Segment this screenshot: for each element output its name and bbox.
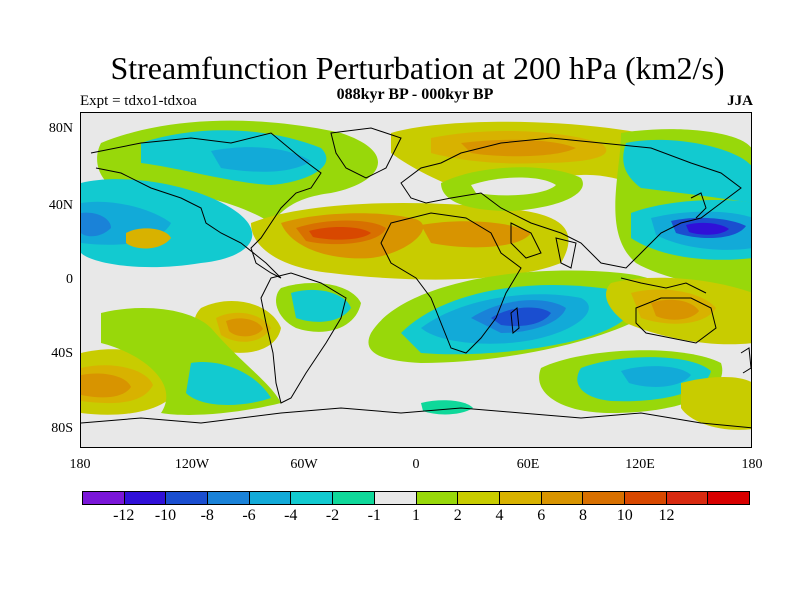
- colorbar-segment: [291, 492, 334, 504]
- colorbar-segment: [666, 492, 709, 504]
- colorbar-segment: [458, 492, 500, 504]
- experiment-label: Expt = tdxo1-tdxoa: [80, 93, 197, 109]
- y-tick-80s: 80S: [51, 421, 73, 436]
- map-canvas: [81, 113, 751, 447]
- x-tick-0: 0: [412, 457, 420, 472]
- colorbar-label: 2: [453, 507, 462, 524]
- x-tick-120w: 120W: [174, 457, 210, 472]
- x-tick-120e: 120E: [625, 457, 655, 472]
- colorbar-segment: [333, 492, 375, 504]
- map-subtitle: 088kyr BP - 000kyr BP: [336, 86, 494, 103]
- y-tick-0: 0: [66, 272, 73, 287]
- map-title: Streamfunction Perturbation at 200 hPa (…: [110, 50, 725, 86]
- colorbar: [82, 491, 750, 505]
- y-tick-40n: 40N: [48, 198, 73, 213]
- coastlines: [81, 127, 751, 429]
- colorbar-segment: [208, 492, 250, 504]
- x-tick-60e: 60E: [516, 457, 540, 472]
- colorbar-segment: [249, 492, 292, 504]
- x-tick-180w: 180: [69, 457, 91, 472]
- colorbar-segment: [583, 492, 625, 504]
- contour-fills: [81, 120, 751, 430]
- colorbar-label: 10: [616, 507, 633, 524]
- colorbar-label: -10: [154, 507, 177, 524]
- colorbar-segment: [124, 492, 167, 504]
- colorbar-segment: [83, 492, 125, 504]
- colorbar-label: -6: [242, 507, 256, 524]
- colorbar-label: 4: [495, 507, 504, 524]
- colorbar-segment: [416, 492, 459, 504]
- colorbar-label: 6: [537, 507, 546, 524]
- y-tick-40s: 40S: [51, 346, 73, 361]
- colorbar-segment: [499, 492, 542, 504]
- colorbar-label: 8: [579, 507, 587, 524]
- colorbar-segment: [166, 492, 209, 504]
- colorbar-label: 1: [412, 507, 420, 524]
- colorbar-label: -8: [200, 507, 214, 524]
- colorbar-segment: [374, 492, 417, 504]
- colorbar-segment: [708, 492, 749, 504]
- colorbar-label: -1: [367, 507, 381, 524]
- colorbar-segment: [541, 492, 584, 504]
- x-tick-60w: 60W: [290, 457, 318, 472]
- y-tick-80n: 80N: [48, 121, 73, 136]
- colorbar-label: 12: [658, 507, 675, 524]
- colorbar-segment: [624, 492, 667, 504]
- colorbar-label: -12: [113, 507, 135, 524]
- x-tick-180e: 180: [741, 457, 763, 472]
- colorbar-label: -2: [325, 507, 340, 524]
- season-label: JJA: [727, 93, 753, 109]
- colorbar-label: -4: [284, 507, 298, 524]
- streamfunction-map: [80, 112, 752, 448]
